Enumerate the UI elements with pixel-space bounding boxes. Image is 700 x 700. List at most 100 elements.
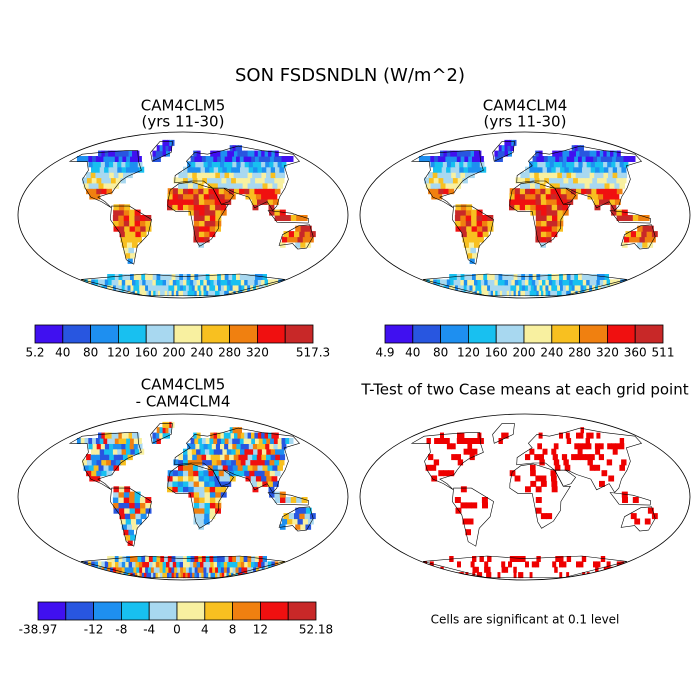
map-cell bbox=[183, 193, 189, 200]
map-cell bbox=[90, 172, 96, 179]
map-cell bbox=[538, 150, 543, 157]
map-cell bbox=[89, 475, 96, 482]
map-cell bbox=[100, 172, 106, 179]
map-cell bbox=[223, 432, 228, 439]
colorbar-box bbox=[204, 601, 234, 621]
map-cell bbox=[621, 166, 627, 173]
map-cell bbox=[235, 145, 239, 152]
map-cell bbox=[103, 438, 108, 444]
map-cell bbox=[134, 448, 140, 455]
map-cell bbox=[615, 161, 621, 168]
map-cell bbox=[535, 486, 542, 493]
map-cell bbox=[475, 274, 481, 280]
map-cell bbox=[555, 156, 560, 162]
map-cell bbox=[467, 443, 473, 450]
map-cell bbox=[209, 209, 216, 216]
map-cell bbox=[203, 518, 210, 525]
map-cell bbox=[608, 172, 614, 179]
map-cell bbox=[561, 172, 568, 179]
map-cell bbox=[487, 220, 494, 227]
map-cell bbox=[212, 290, 216, 297]
map-cell bbox=[111, 150, 116, 157]
map-cell bbox=[532, 274, 537, 280]
map-cell bbox=[448, 188, 455, 195]
map-cell bbox=[227, 432, 232, 439]
map-cell bbox=[164, 290, 168, 297]
map-cell bbox=[575, 172, 581, 179]
map-cell bbox=[203, 475, 210, 482]
map-cell bbox=[145, 561, 150, 568]
map-cell bbox=[259, 470, 266, 477]
map-border bbox=[359, 413, 691, 581]
map-cell bbox=[145, 215, 152, 221]
map-cell bbox=[507, 145, 511, 152]
map-cell bbox=[188, 464, 194, 471]
colorbar-box bbox=[229, 324, 258, 344]
map-cell bbox=[535, 209, 542, 216]
map-cell bbox=[135, 513, 142, 520]
map-cell bbox=[127, 257, 133, 264]
map-cell bbox=[244, 279, 249, 286]
map-cell bbox=[273, 443, 279, 450]
map-cell bbox=[172, 204, 179, 211]
map-cell bbox=[179, 556, 184, 562]
map-cell bbox=[141, 274, 146, 280]
map-cell bbox=[124, 513, 131, 520]
map-cell bbox=[183, 556, 188, 562]
map-cell bbox=[514, 193, 521, 200]
map-cell bbox=[165, 427, 169, 434]
map-cell bbox=[96, 443, 102, 450]
map-cell bbox=[210, 279, 215, 286]
map-cell bbox=[167, 198, 173, 205]
map-cell bbox=[217, 556, 222, 562]
map-cell bbox=[456, 156, 462, 162]
colorbar-label: 160 bbox=[135, 346, 158, 360]
map-cell bbox=[188, 193, 194, 200]
map-cell bbox=[504, 145, 509, 152]
map-cell bbox=[232, 182, 239, 189]
map-cell bbox=[616, 188, 623, 195]
map-cell bbox=[208, 188, 215, 195]
map-cell bbox=[121, 523, 128, 530]
map-cell bbox=[193, 225, 200, 232]
map-cell bbox=[130, 534, 136, 541]
map-cell bbox=[106, 188, 113, 195]
map-cell bbox=[257, 161, 262, 168]
map-cell bbox=[613, 150, 618, 157]
map-cell bbox=[295, 225, 302, 232]
panel-note: Cells are significant at 0.1 level bbox=[431, 613, 620, 627]
map-cell bbox=[139, 572, 143, 579]
map-cell bbox=[262, 480, 269, 487]
map-cell bbox=[586, 284, 590, 291]
map-cell bbox=[510, 145, 514, 152]
map-cell bbox=[232, 161, 237, 168]
map-cell bbox=[145, 502, 152, 509]
coastline bbox=[509, 463, 571, 529]
map-cell bbox=[540, 198, 547, 205]
map-cell bbox=[218, 448, 224, 455]
map-cell bbox=[139, 166, 145, 173]
map-cell bbox=[483, 274, 488, 280]
map-cell bbox=[232, 556, 237, 562]
map-cell bbox=[210, 290, 214, 297]
map-cell bbox=[464, 438, 469, 444]
map-cell bbox=[460, 215, 467, 221]
map-cell bbox=[597, 177, 603, 184]
map-cell bbox=[221, 572, 225, 579]
map-cell bbox=[534, 454, 540, 461]
map-cell bbox=[91, 177, 98, 184]
map-cell bbox=[232, 464, 239, 471]
map-cell bbox=[193, 470, 199, 477]
map-cell bbox=[300, 225, 307, 232]
map-cell bbox=[301, 497, 308, 503]
map-cell bbox=[104, 448, 110, 455]
map-cell bbox=[228, 161, 233, 168]
map-cell bbox=[194, 156, 199, 162]
map-cell bbox=[252, 182, 259, 189]
map-cell bbox=[220, 198, 226, 205]
map-cell bbox=[101, 150, 106, 157]
map-cell bbox=[570, 290, 574, 297]
map-cell bbox=[487, 566, 491, 573]
map-cell bbox=[120, 177, 126, 184]
map-cell bbox=[614, 182, 620, 189]
